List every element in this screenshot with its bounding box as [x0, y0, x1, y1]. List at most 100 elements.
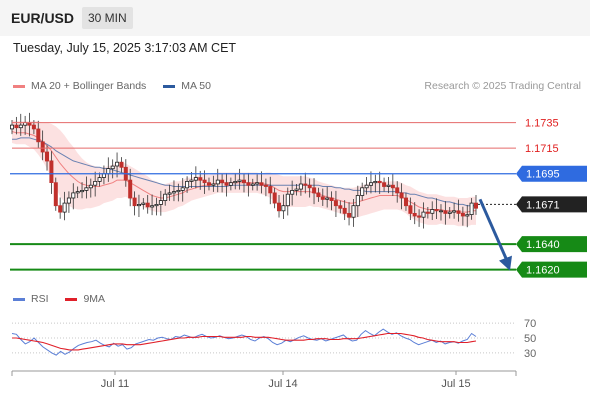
candle-body — [399, 192, 404, 199]
candle-body — [443, 210, 448, 214]
candle-body — [320, 196, 325, 200]
level-label-last_price: 1.1671 — [526, 199, 560, 211]
candle-body — [97, 177, 102, 182]
level-label-pivot: 1.1695 — [526, 169, 560, 181]
candle-body — [421, 211, 426, 218]
candle-body — [272, 192, 277, 204]
candle-body — [241, 179, 246, 184]
x-axis-label: Jul 14 — [268, 378, 297, 390]
level-tag-support — [516, 261, 587, 278]
timeframe-badge[interactable]: 30 MIN — [82, 7, 133, 29]
candle-body — [473, 202, 478, 209]
candle-body — [342, 207, 347, 214]
candle-body — [281, 205, 286, 212]
candle-body — [447, 211, 452, 214]
rsi-layer: 70 50 30 — [11, 318, 536, 360]
legend-swatch-rsi-ma — [65, 297, 78, 301]
candle-body — [237, 179, 242, 182]
candle-body — [250, 183, 255, 186]
candle-body — [263, 184, 268, 187]
candle-body — [220, 179, 225, 184]
candle-body — [84, 187, 89, 191]
candle-body — [307, 184, 312, 189]
candle-body — [189, 179, 194, 182]
legend-item-rsi: RSI — [13, 293, 49, 305]
candle-body — [347, 212, 352, 218]
candles-layer — [9, 112, 478, 229]
legend-swatch-ma50 — [163, 84, 176, 88]
legend-item-rsi-ma: 9MA — [65, 293, 105, 305]
x-axis-label: Jul 11 — [101, 378, 130, 390]
candle-body — [456, 210, 461, 214]
legend-swatch-rsi — [13, 297, 25, 301]
candle-body — [31, 124, 36, 130]
candle-body — [465, 214, 470, 217]
candle-body — [403, 197, 408, 207]
candle-body — [373, 180, 378, 184]
candle-body — [338, 205, 343, 209]
candle-body — [452, 210, 457, 213]
timestamp: Tuesday, July 15, 2025 3:17:03 AM CET — [13, 41, 237, 55]
rsi-ma-line — [12, 332, 477, 351]
candle-body — [246, 182, 251, 186]
candle-body — [202, 179, 207, 184]
candle-body — [386, 184, 391, 187]
legend-label-ma50: MA 50 — [181, 80, 211, 92]
candle-body — [469, 202, 474, 216]
levels-layer: 1.1735 1.1715 1.1695 1.1671 1.1640 1.1620 — [10, 118, 587, 278]
candle-body — [438, 210, 443, 213]
candle-body — [290, 189, 295, 195]
candle-body — [206, 182, 211, 186]
candle-body — [417, 215, 422, 218]
level-label-resistance: 1.1735 — [525, 118, 559, 130]
forecast-arrow-shaft — [478, 198, 509, 262]
rsi-tick-label: 70 — [524, 318, 536, 330]
candle-body — [364, 184, 369, 189]
forecast-arrow-layer — [478, 198, 512, 271]
candle-body — [36, 128, 41, 143]
candle-body — [115, 161, 120, 167]
rsi-line — [11, 328, 477, 356]
candle-body — [390, 184, 395, 189]
candle-body — [434, 209, 439, 212]
chart-header: EUR/USD 30 MIN — [0, 0, 590, 36]
candle-body — [119, 161, 124, 168]
candle-body — [224, 182, 229, 186]
candle-body — [333, 200, 338, 207]
level-tag-pivot — [516, 165, 587, 182]
candle-body — [259, 182, 264, 186]
rsi-tick-label: 30 — [524, 348, 536, 360]
candle-body — [408, 205, 413, 214]
candle-body — [80, 189, 85, 193]
candle-body — [53, 182, 58, 207]
candle-body — [167, 192, 172, 195]
candle-body — [360, 187, 365, 196]
x-axis-layer: Jul 11 Jul 14 Jul 15 — [11, 370, 517, 390]
candle-body — [9, 124, 14, 130]
candle-body — [215, 179, 220, 185]
candle-body — [176, 189, 181, 193]
candle-body — [276, 202, 281, 212]
x-axis-label: Jul 15 — [441, 378, 470, 390]
candle-body — [228, 182, 233, 186]
level-label-resistance: 1.1715 — [525, 143, 559, 155]
symbol-title: EUR/USD — [11, 10, 75, 26]
candle-body — [71, 192, 76, 199]
candle-body — [329, 197, 334, 201]
candle-body — [298, 183, 303, 190]
candle-body — [40, 141, 45, 153]
candle-body — [395, 187, 400, 194]
candle-body — [110, 165, 115, 170]
candle-body — [171, 191, 176, 194]
legend-label-rsi-ma: 9MA — [83, 293, 106, 305]
candle-body — [460, 212, 465, 217]
candle-body — [412, 212, 417, 217]
candle-body — [145, 202, 150, 208]
candle-body — [382, 182, 387, 187]
candle-body — [211, 183, 216, 186]
copyright-text: Research © 2025 Trading Central — [424, 80, 581, 92]
candle-body — [255, 182, 260, 185]
candle-body — [316, 192, 321, 198]
candle-body — [312, 187, 317, 194]
